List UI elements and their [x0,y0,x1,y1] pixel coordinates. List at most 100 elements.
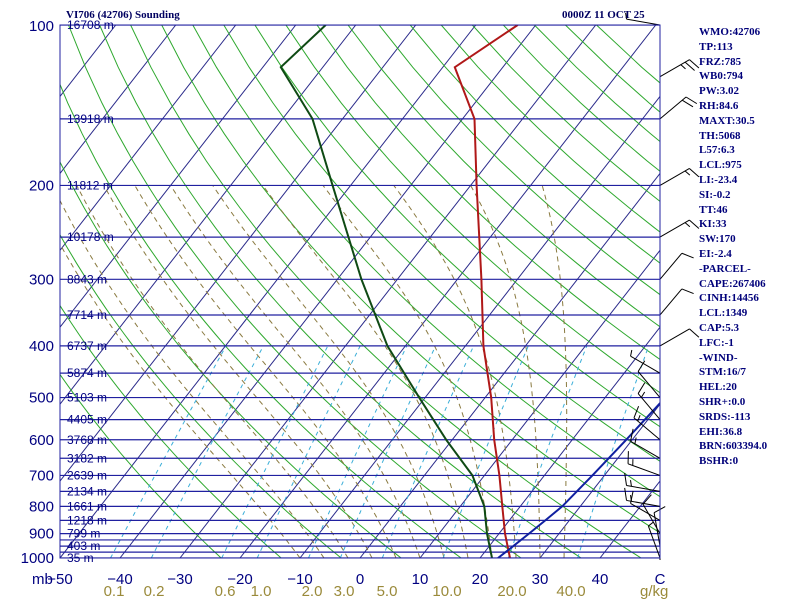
parcel-profile [497,401,660,558]
wind-barb-half-feather [680,64,686,70]
wind-barb-half-feather [648,521,654,527]
wind-barb-feather [681,99,694,108]
height-label: 16708 m [67,18,114,32]
profiles [279,25,660,558]
index-item: TP:113 [699,40,733,53]
wind-barb-feather [642,494,652,505]
wind-barb-half-feather [630,349,633,357]
mixing-ratio-label: 2.0 [302,583,323,600]
wind-barb-shaft [630,502,661,521]
wind-barb-half-feather [634,437,637,444]
index-item: KI:33 [699,218,727,231]
wind-barb-half-feather [625,12,628,20]
wind-barb-feather [630,428,634,442]
wind-barb-half-feather [630,480,632,487]
height-label: 4405 m [67,413,107,427]
height-label: 5874 m [67,366,107,380]
wind-barb-half-feather [684,170,691,176]
height-label: 10178 m [67,230,114,244]
pressure-tick-label: 800 [29,498,54,515]
height-label: 2639 m [67,468,107,482]
wind-barb-feather [689,328,700,338]
index-item: LCL:1349 [699,307,748,320]
mixing-ratio-line [507,345,588,558]
isotherm-line [359,172,660,558]
wind-barb-shaft [637,371,661,398]
index-item: CAPE:267406 [699,277,766,290]
temperature-tick-label: 10 [412,571,429,588]
height-label: 403 m [67,539,100,553]
wind-barb-half-feather [630,494,632,502]
isotherm-line [60,25,177,175]
pressure-unit-label: mb [32,571,53,588]
wind-barb-feather [684,61,695,71]
wind-barb-shaft [633,417,661,441]
height-label: 1661 m [67,499,107,513]
right-edge-label: C [655,571,666,588]
isotherm-line [179,25,597,558]
dewpoint-profile [279,25,493,558]
mixing-ratio-label: 0.6 [215,583,236,600]
index-item: LCL:975 [699,159,742,172]
index-item: STM:16/7 [699,366,747,379]
chart-title: VI706 (42706) Sounding [66,9,180,21]
pressure-tick-label: 1000 [21,550,54,567]
index-item: EI:-2.4 [699,247,732,260]
height-label: 11812 m [67,178,113,192]
moist-adiabat-line [103,185,373,558]
index-item: BSHR:0 [699,455,739,468]
index-item: SI:-0.2 [699,188,731,201]
height-label: 8843 m [67,272,107,286]
mixing-ratio-line [381,345,475,558]
temperature-tick-label: −50 [47,571,72,588]
moist-adiabat-line [322,185,493,558]
wind-barb-half-feather [637,415,641,422]
index-item: L57:6.3 [699,144,735,157]
isotherm-line [299,95,660,558]
isotherm-line [239,25,657,558]
wind-barb-shaft [627,463,661,476]
mixing-ratio-label: 0.1 [104,583,125,600]
height-label: 3182 m [67,451,107,465]
wind-barbs [624,12,700,560]
isotherm-line [60,25,357,405]
index-item: EHI:36.8 [699,425,743,438]
index-item: MAXT:30.5 [699,114,755,127]
index-item: LFC:-1 [699,336,734,349]
mixing-ratio-label: 40.0 [556,583,585,600]
isotherm-line [60,25,417,482]
mixing-ratio-line [256,345,361,558]
temperature-tick-label: −10 [287,571,312,588]
index-item: TT:46 [699,203,728,216]
index-item: BRN:603394.0 [699,440,768,453]
index-item: CINH:14456 [699,292,759,305]
isotherm-line [119,25,537,558]
height-label: 13918 m [67,112,114,126]
height-label: 6737 m [67,339,107,353]
height-label: 7714 m [67,308,107,322]
mixing-ratio-line [339,345,437,558]
mixing-ratio-label: 10.0 [432,583,461,600]
wind-barb-shaft [626,18,661,26]
wind-barb-shaft [659,328,690,347]
temperature-tick-label: 0 [356,571,364,588]
height-label: 1218 m [67,513,107,527]
wind-barb-shaft [626,485,661,492]
isotherm-line [60,25,237,252]
temperature-tick-label: −30 [167,571,192,588]
plot-border [59,24,661,559]
index-item: WB0:794 [699,70,743,83]
index-item: FRZ:785 [699,55,742,68]
index-item: SRDS:-113 [699,410,751,423]
height-label: 5103 m [67,391,107,405]
dry-adiabat-line [60,160,402,558]
pressure-tick-label: 100 [29,18,54,35]
wind-barb-feather [637,382,646,394]
pressure-tick-label: 600 [29,432,54,449]
height-label: 3768 m [67,433,107,447]
wind-barb-feather [681,252,694,259]
wind-barb-shaft [626,499,661,507]
index-item: TH:5068 [699,129,741,142]
wind-barb-feather [624,472,628,486]
